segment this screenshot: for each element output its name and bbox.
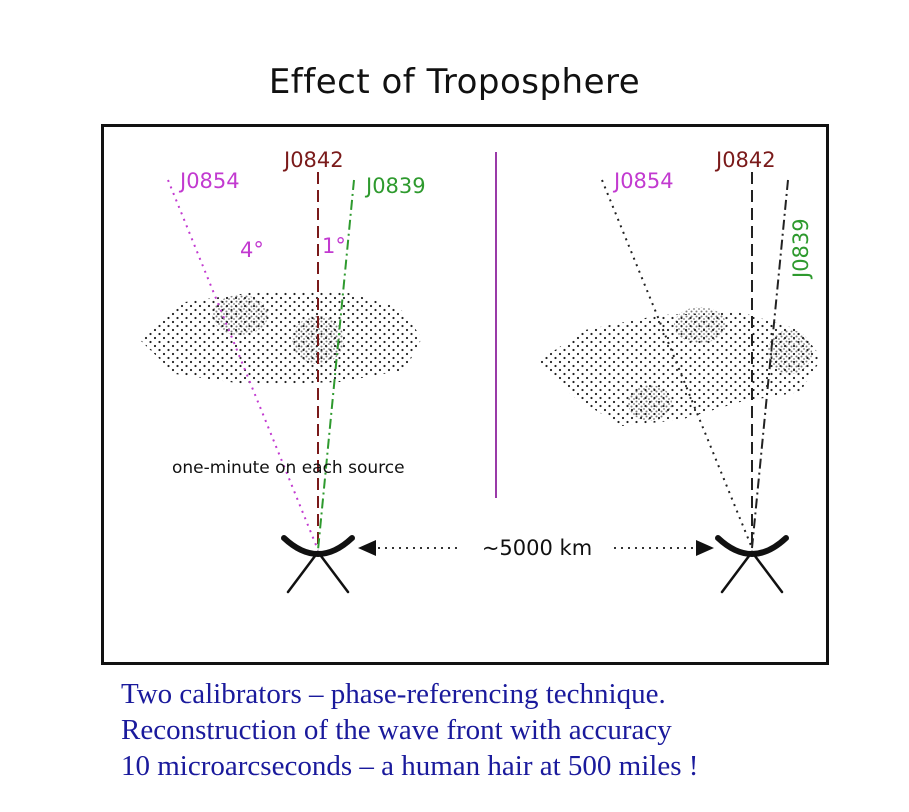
right-troposphere-cloud [537, 307, 822, 426]
page-title: Effect of Troposphere [268, 62, 641, 102]
right-j0839-label: J0839 [789, 218, 813, 280]
caption-line-2: Reconstruction of the wave front with ac… [121, 714, 672, 746]
angle-4-label: 4° [240, 238, 264, 262]
diagram-frame [101, 124, 829, 665]
caption-line-1: Two calibrators – phase-referencing tech… [121, 678, 666, 710]
left-antenna-icon [281, 535, 355, 594]
right-j0842-label: J0842 [714, 148, 776, 172]
caption-line-3: 10 microarcseconds – a human hair at 500… [121, 750, 699, 782]
left-troposphere-cloud [140, 292, 422, 385]
right-antenna-icon [715, 535, 789, 594]
right-j0854-label: J0854 [612, 169, 674, 193]
right-j0839-line [751, 179, 789, 549]
angle-1-label: 1° [322, 234, 346, 258]
left-j0842-label: J0842 [282, 148, 344, 172]
baseline-label: ~5000 km [482, 536, 592, 560]
left-j0839-label: J0839 [364, 174, 426, 198]
left-j0839-line [317, 179, 355, 551]
dwell-note: one-minute on each source [172, 458, 405, 478]
baseline-arrow [358, 540, 714, 556]
caption-block: Two calibrators – phase-referencing tech… [121, 676, 901, 784]
left-j0854-label: J0854 [178, 169, 240, 193]
